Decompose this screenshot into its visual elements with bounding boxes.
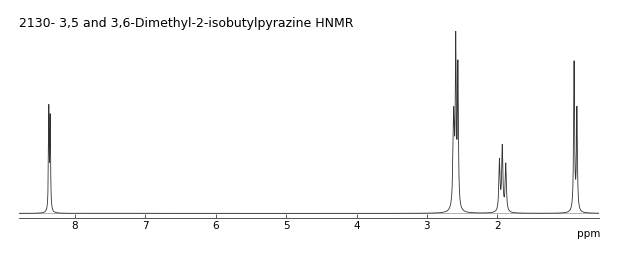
Text: ppm: ppm bbox=[577, 229, 601, 239]
Text: 2130- 3,5 and 3,6-Dimethyl-2-isobutylpyrazine HNMR: 2130- 3,5 and 3,6-Dimethyl-2-isobutylpyr… bbox=[19, 17, 353, 30]
